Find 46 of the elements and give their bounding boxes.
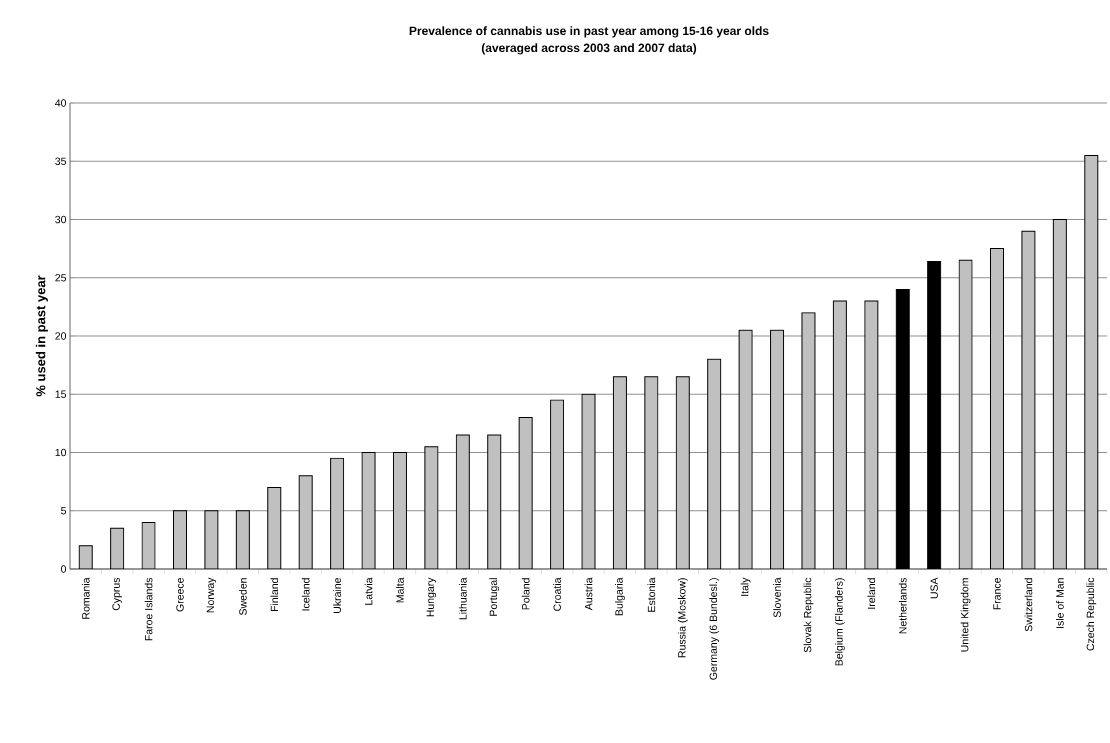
x-tick-label: Poland bbox=[521, 578, 530, 610]
x-tick-label: Croatia bbox=[553, 577, 561, 611]
bar bbox=[550, 399, 565, 569]
x-tick-label: Netherlands bbox=[898, 577, 907, 634]
x-tick-label: Faroe Islands bbox=[144, 577, 153, 641]
x-tick-label: Austria bbox=[584, 577, 593, 611]
x-tick-label: Portugal bbox=[489, 578, 500, 616]
x-tick-label: Lithuania bbox=[458, 577, 467, 620]
x-tick-label: Germany (6 Bundesl.) bbox=[709, 578, 720, 680]
x-tick-label: Cyprus bbox=[112, 577, 122, 611]
x-tick-label: Switzerland bbox=[1024, 578, 1033, 632]
x-tick-label: Slovenia bbox=[773, 577, 781, 618]
x-tick-label: Russia (Moskow) bbox=[677, 578, 688, 658]
x-tick-label: Sweden bbox=[238, 578, 247, 615]
y-tick-label: 20 bbox=[55, 332, 67, 340]
x-tick-label: Ireland bbox=[867, 578, 876, 609]
y-tick-label: 35 bbox=[55, 157, 67, 165]
y-tick-label: 10 bbox=[55, 448, 67, 457]
x-tick-label: Romania bbox=[81, 577, 90, 619]
x-tick-label: Greece bbox=[176, 578, 184, 612]
x-tick-label: Norway bbox=[206, 577, 217, 613]
x-tick-label: Bulgaria bbox=[615, 577, 625, 616]
x-tick-label: Estonia bbox=[647, 577, 656, 612]
y-tick-label: 30 bbox=[55, 215, 67, 224]
chart-title: Prevalence of cannabis use in past year among 15-16 year olds bbox=[409, 26, 769, 38]
chart-subtitle: (averaged across 2003 and 2007 data) bbox=[481, 43, 697, 55]
x-tick-label: Iceland bbox=[301, 578, 310, 611]
y-tick-label: 0 bbox=[61, 565, 67, 573]
x-tick-label: France bbox=[993, 578, 1001, 610]
x-tick-label: USA bbox=[930, 577, 938, 599]
y-axis-title: % used in past year bbox=[35, 275, 48, 397]
x-tick-label: Czech Republic bbox=[1086, 577, 1097, 651]
x-tick-label: Ukraine bbox=[333, 578, 341, 613]
x-tick-label: Italy bbox=[740, 577, 751, 596]
x-tick-label: Hungary bbox=[426, 577, 437, 617]
x-tick-label: Latvia bbox=[364, 577, 373, 605]
y-tick-label: 15 bbox=[55, 390, 67, 398]
x-tick-label: Isle of Man bbox=[1056, 578, 1064, 628]
x-tick-label: Finland bbox=[270, 578, 279, 612]
x-tick-label: Slovak Republic bbox=[803, 577, 814, 653]
x-tick-label: Belgium (Flanders) bbox=[835, 578, 845, 666]
x-tick-label: United Kingdom bbox=[960, 578, 971, 652]
x-tick-label: Malta bbox=[396, 577, 404, 603]
y-tick-label: 25 bbox=[55, 274, 67, 282]
y-tick-label: 40 bbox=[55, 99, 67, 107]
y-tick-label: 5 bbox=[61, 507, 67, 515]
